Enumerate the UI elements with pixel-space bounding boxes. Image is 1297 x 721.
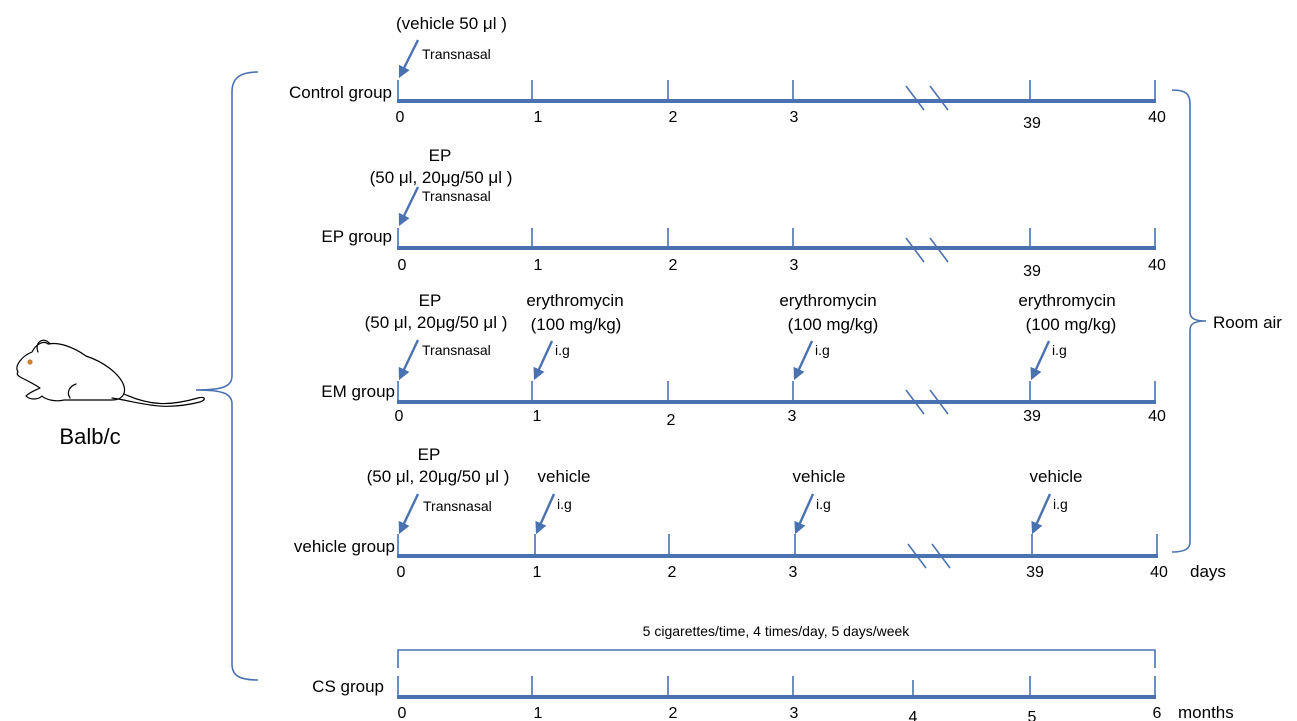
group-label-vehicle: vehicle group xyxy=(294,537,395,556)
drug-label: vehicle xyxy=(1030,467,1083,486)
tick-label: 3 xyxy=(790,109,799,126)
tick-label: 40 xyxy=(1148,257,1166,274)
tick-label: 0 xyxy=(398,705,407,721)
administration-arrow xyxy=(398,493,420,535)
route-label: i.g xyxy=(1053,496,1068,512)
left-brace xyxy=(195,71,259,681)
dose-label: (50 μl, 20μg/50 μl ) xyxy=(365,313,508,332)
route-label: i.g xyxy=(815,342,830,358)
administration-arrow xyxy=(398,186,420,227)
agent-label: EP xyxy=(418,445,441,464)
room-air-label: Room air xyxy=(1213,313,1282,332)
administration-arrow xyxy=(793,340,814,381)
administration-arrow xyxy=(535,493,556,535)
drug-label: vehicle xyxy=(793,467,846,486)
cs-group-row: CS group 5 cigarettes/time, 4 times/day,… xyxy=(312,623,1234,721)
administration-arrow xyxy=(533,340,554,381)
mouse-eye xyxy=(27,359,33,365)
administration-arrow xyxy=(398,39,420,79)
agent-label: EP xyxy=(429,146,452,165)
em-group-row: EM group 0 1 2 3 39 40 EP (50 μl, 20μg/5… xyxy=(321,291,1166,429)
route-label: Transnasal xyxy=(422,342,491,358)
tick-label: 0 xyxy=(397,564,406,581)
tick-label: 2 xyxy=(667,412,676,429)
administration-arrow xyxy=(1030,340,1051,381)
tick-label: 40 xyxy=(1148,109,1166,126)
tick-label: 3 xyxy=(789,564,798,581)
vehicle-group-row: vehicle group 0 1 2 3 39 40 days EP (50 … xyxy=(294,445,1226,581)
tick-label: 2 xyxy=(668,564,677,581)
agent-label: EP xyxy=(419,291,442,310)
route-label: i.g xyxy=(1052,342,1067,358)
route-label: i.g xyxy=(816,496,831,512)
tick-label: 39 xyxy=(1023,115,1041,132)
route-label: i.g xyxy=(557,496,572,512)
drug-label: erythromycin xyxy=(779,291,876,310)
tick-label: 39 xyxy=(1023,263,1041,280)
mouse-icon xyxy=(16,339,205,407)
dose-label: (100 mg/kg) xyxy=(531,315,622,334)
group-label-em: EM group xyxy=(321,382,395,401)
tick-label: 2 xyxy=(669,109,678,126)
dose-label: (50 μl, 20μg/50 μl ) xyxy=(367,467,510,486)
tick-label: 0 xyxy=(396,109,405,126)
tick-label: 39 xyxy=(1023,408,1041,425)
tick-label: 0 xyxy=(398,257,407,274)
tick-label: 3 xyxy=(790,257,799,274)
dose-label: (100 mg/kg) xyxy=(788,315,879,334)
tick-label: 2 xyxy=(669,257,678,274)
route-label: Transnasal xyxy=(423,498,492,514)
tick-label: 3 xyxy=(788,408,797,425)
tick-label: 40 xyxy=(1148,408,1166,425)
unit-label-days: days xyxy=(1190,562,1226,581)
route-label: Transnasal xyxy=(422,188,491,204)
tick-label: 39 xyxy=(1026,564,1044,581)
administration-arrow xyxy=(1031,493,1052,535)
tick-label: 4 xyxy=(909,709,918,721)
tick-label: 2 xyxy=(669,705,678,721)
group-label-ep: EP group xyxy=(321,227,392,246)
dose-label: (50 μl, 20μg/50 μl ) xyxy=(370,168,513,187)
drug-label: vehicle xyxy=(538,467,591,486)
tick-label: 1 xyxy=(534,257,543,274)
tick-label: 1 xyxy=(534,109,543,126)
tick-label: 5 xyxy=(1028,709,1037,721)
tick-label: 1 xyxy=(533,408,542,425)
tick-label: 1 xyxy=(533,564,542,581)
ep-group-row: EP group 0 1 2 3 39 40 EP (50 μl, 20μg/5… xyxy=(321,146,1166,280)
tick-label: 40 xyxy=(1150,564,1168,581)
tick-label: 6 xyxy=(1153,705,1162,721)
tick-label: 3 xyxy=(790,705,799,721)
group-label-control: Control group xyxy=(289,83,392,102)
tick-label: 0 xyxy=(395,408,404,425)
administration-arrow xyxy=(398,339,420,381)
exposure-label: 5 cigarettes/time, 4 times/day, 5 days/w… xyxy=(643,623,911,639)
exposure-bracket xyxy=(397,649,1156,668)
route-label: i.g xyxy=(555,342,570,358)
control-group-row: Control group 0 1 2 3 39 40 (vehicle 50 … xyxy=(289,14,1166,132)
start-dose-label: (vehicle 50 μl ) xyxy=(396,14,507,33)
route-label: Transnasal xyxy=(422,46,491,62)
animal-label: Balb/c xyxy=(59,424,120,449)
group-label-cs: CS group xyxy=(312,677,384,696)
administration-arrow xyxy=(794,493,815,535)
right-brace xyxy=(1171,89,1207,553)
drug-label: erythromycin xyxy=(1018,291,1115,310)
unit-label-months: months xyxy=(1178,703,1234,721)
drug-label: erythromycin xyxy=(526,291,623,310)
dose-label: (100 mg/kg) xyxy=(1026,315,1117,334)
tick-label: 1 xyxy=(534,705,543,721)
